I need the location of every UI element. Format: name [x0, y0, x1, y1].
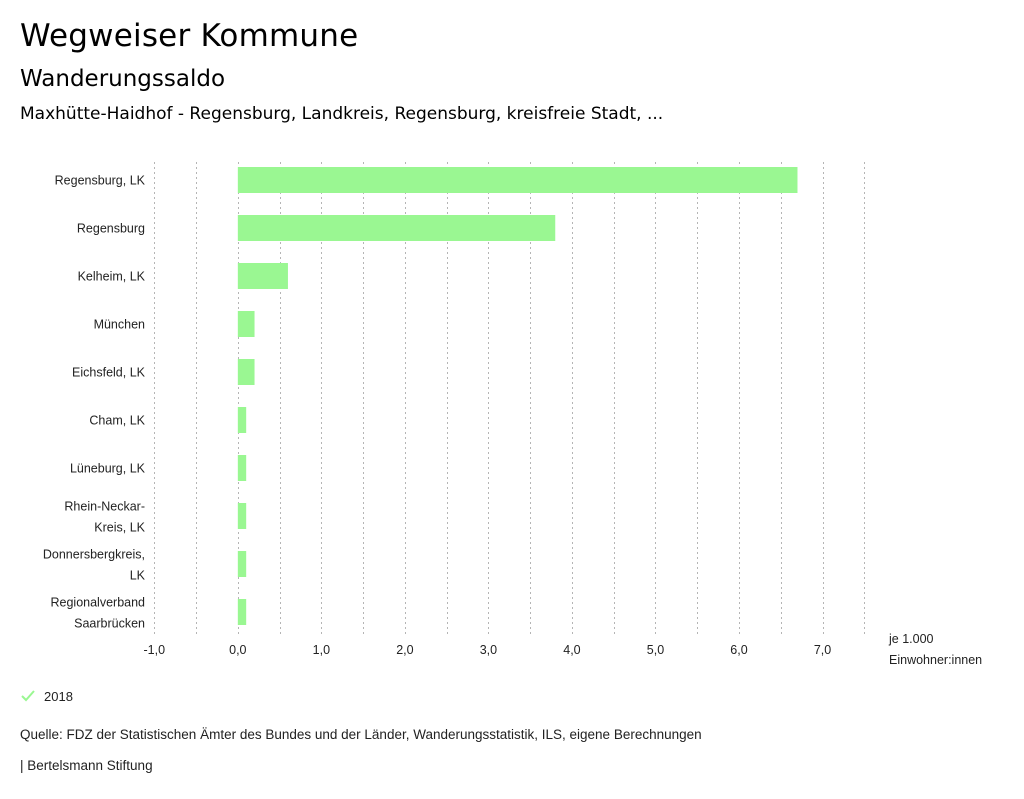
category-label: Regionalverband Saarbrücken: [50, 596, 145, 631]
bar[interactable]: [237, 215, 556, 241]
x-axis-label: Einwohner:innen: [889, 653, 982, 667]
legend-label: 2018: [44, 688, 73, 704]
x-tick-label: 4,0: [563, 643, 580, 657]
category-label: Regensburg: [77, 222, 145, 236]
chart-subtitle: Wanderungssaldo: [20, 66, 226, 92]
category-label: Rhein-Neckar- Kreis, LK: [64, 500, 145, 535]
bar[interactable]: [237, 407, 247, 433]
x-tick-label: 7,0: [814, 643, 831, 657]
x-tick-label: 2,0: [396, 643, 413, 657]
x-tick-labels: -1,0 0,0 1,0 2,0 3,0 4,0 5,0 6,0 7,0: [144, 643, 832, 657]
bar[interactable]: [237, 551, 247, 577]
bar[interactable]: [237, 167, 798, 193]
x-axis-label: je 1.000: [888, 632, 934, 646]
category-label-line: Saarbrücken: [74, 617, 145, 631]
bar[interactable]: [237, 455, 247, 481]
check-icon: [21, 690, 35, 702]
x-tick-label: 5,0: [647, 643, 664, 657]
source-note: Quelle: FDZ der Statistischen Ämter des …: [20, 727, 702, 742]
bars: [237, 167, 798, 625]
category-label-line: Donnersbergkreis,: [43, 548, 145, 562]
x-tick-label: 3,0: [480, 643, 497, 657]
category-label-line: Rhein-Neckar-: [64, 500, 145, 514]
bar[interactable]: [237, 503, 247, 529]
page-title: Wegweiser Kommune: [20, 18, 359, 54]
x-tick-label: 6,0: [730, 643, 747, 657]
bar[interactable]: [237, 263, 288, 289]
category-label-line: Regionalverband: [50, 596, 145, 610]
category-label: Kelheim, LK: [78, 270, 146, 284]
x-tick-label: 0,0: [229, 643, 246, 657]
bar[interactable]: [237, 311, 255, 337]
category-label: Lüneburg, LK: [70, 462, 146, 476]
category-label: Regensburg, LK: [55, 174, 146, 188]
category-label: Eichsfeld, LK: [72, 366, 146, 380]
bar[interactable]: [237, 599, 247, 625]
x-tick-label: -1,0: [144, 643, 166, 657]
region-selector-label[interactable]: Maxhütte-Haidhof - Regensburg, Landkreis…: [20, 104, 664, 124]
category-label: Cham, LK: [89, 414, 145, 428]
x-axis-unit: je 1.000 Einwohner:innen: [888, 632, 982, 667]
category-label-line: Kreis, LK: [94, 521, 145, 535]
x-tick-label: 1,0: [313, 643, 330, 657]
bar[interactable]: [237, 359, 255, 385]
brand-note: | Bertelsmann Stiftung: [20, 758, 153, 773]
category-label: München: [94, 318, 145, 332]
legend-item-2018[interactable]: 2018: [20, 686, 73, 706]
category-label: Donnersbergkreis, LK: [43, 548, 146, 583]
bar-chart: Regensburg, LK Regensburg Kelheim, LK Münch…: [43, 162, 982, 667]
category-labels: Regensburg, LK Regensburg Kelheim, LK Münch…: [43, 174, 146, 631]
gridlines: [154, 162, 865, 635]
category-label-line: LK: [130, 569, 146, 583]
